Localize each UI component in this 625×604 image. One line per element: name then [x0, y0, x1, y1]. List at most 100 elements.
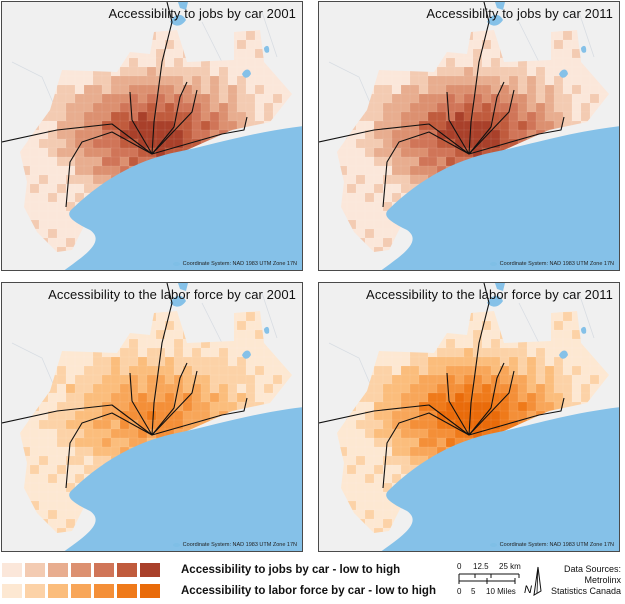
zone-cell [38, 129, 49, 140]
zone-cell [83, 392, 94, 403]
zone-cell [346, 183, 357, 194]
labor-swatch-5 [94, 584, 114, 598]
zone-cell [382, 455, 393, 466]
zone-cell [490, 66, 501, 77]
zone-cell [418, 383, 429, 394]
zone-cell [355, 446, 366, 457]
zone-cell [472, 392, 483, 403]
zone-cell [254, 57, 265, 68]
zone-cell [47, 446, 58, 457]
zone-cell [400, 111, 411, 122]
lake-ontario [64, 407, 302, 551]
scale-km-mid: 12.5 [473, 562, 489, 571]
zone-cell [101, 392, 112, 403]
zone-cell [173, 329, 184, 340]
zone-cell [481, 111, 492, 122]
small-lake [264, 45, 270, 53]
zone-cell [227, 111, 238, 122]
zone-cell [472, 102, 483, 113]
zone-cell [101, 401, 112, 412]
zone-cell [355, 419, 366, 430]
zone-cell [110, 75, 121, 86]
zone-cell [472, 410, 483, 421]
zone-cell [56, 201, 67, 212]
zone-cell [391, 365, 402, 376]
zone-cell [209, 374, 220, 385]
labor-swatch-4 [71, 584, 91, 598]
zone-cell [553, 338, 564, 349]
zone-cell [400, 84, 411, 95]
zone-cell [535, 356, 546, 367]
zone-cell [400, 75, 411, 86]
zone-cell [191, 410, 202, 421]
zone-cell [200, 66, 211, 77]
zone-cell [409, 365, 420, 376]
zone-cell [209, 66, 220, 77]
zone-cell [481, 419, 492, 430]
zone-cell [400, 428, 411, 439]
zone-cell [101, 138, 112, 149]
zone-cell [92, 446, 103, 457]
zone-cell [56, 84, 67, 95]
zone-cell [119, 111, 130, 122]
zone-cell [38, 455, 49, 466]
jobs-swatch-4 [71, 563, 91, 577]
zone-cell [472, 75, 483, 86]
zone-cell [83, 356, 94, 367]
zone-cell [355, 482, 366, 493]
lake-scugog [242, 69, 251, 78]
zone-cell [263, 356, 274, 367]
zone-cell [56, 491, 67, 502]
zone-cell [373, 392, 384, 403]
zone-cell [182, 356, 193, 367]
zone-cell [553, 392, 564, 403]
zone-cell [436, 102, 447, 113]
zone-cell [173, 410, 184, 421]
zone-cell [364, 464, 375, 475]
zone-cell [373, 174, 384, 185]
zone-cell [562, 383, 573, 394]
zone-cell [409, 147, 420, 158]
zone-cell [83, 93, 94, 104]
zone-cell [373, 111, 384, 122]
zone-cell [218, 102, 229, 113]
zone-cell [56, 392, 67, 403]
zone-cell [355, 165, 366, 176]
zone-cell [391, 446, 402, 457]
zone-cell [137, 120, 148, 131]
zone-cell [74, 183, 85, 194]
zone-cell [400, 383, 411, 394]
zone-cell [146, 347, 157, 358]
small-lake [581, 45, 587, 53]
zone-cell [346, 174, 357, 185]
zone-cell [101, 84, 112, 95]
zone-cell [535, 383, 546, 394]
zone-cell [517, 111, 528, 122]
zone-cell [218, 383, 229, 394]
zone-cell [38, 183, 49, 194]
zone-cell [409, 419, 420, 430]
zone-cell [418, 138, 429, 149]
highway-line [65, 412, 153, 489]
zone-cell [47, 482, 58, 493]
zone-cell [580, 356, 591, 367]
zone-cell [490, 329, 501, 340]
zone-cell [92, 374, 103, 385]
zone-cell [191, 120, 202, 131]
zone-cell [47, 138, 58, 149]
coordinate-system-text: Coordinate System: NAD 1983 UTM Zone 17N [499, 261, 614, 267]
zone-cell [92, 365, 103, 376]
zone-cell [562, 338, 573, 349]
zone-cell [29, 482, 40, 493]
zone-cell [155, 75, 166, 86]
water-symbol-icon [489, 543, 497, 547]
zone-cell [29, 428, 40, 439]
zone-cell [571, 338, 582, 349]
zone-cell [254, 392, 265, 403]
map-panel-labor-2011: Accessibility to the labor force by car … [318, 282, 620, 552]
zone-cell [454, 356, 465, 367]
zone-cell [200, 356, 211, 367]
zone-cell [391, 174, 402, 185]
zone-cell [571, 84, 582, 95]
zone-cell [553, 374, 564, 385]
